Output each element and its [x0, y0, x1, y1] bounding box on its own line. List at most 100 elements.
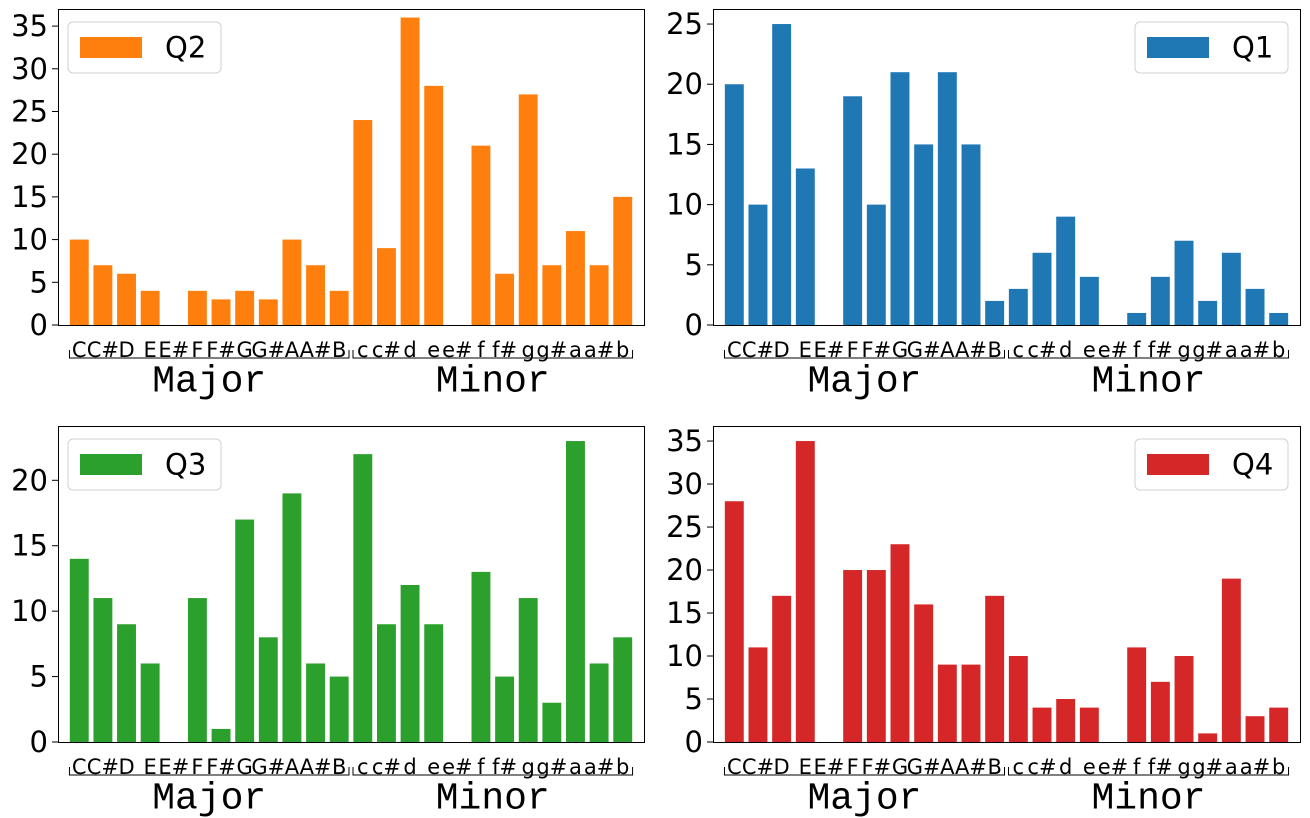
bar-D: [772, 24, 792, 326]
bar-f: [1127, 312, 1147, 325]
bar-a#: [1245, 288, 1265, 325]
y-tick-label: 15: [666, 127, 703, 161]
bar-G: [235, 290, 255, 325]
x-tick-label: c: [1013, 755, 1025, 779]
group-label-minor: Minor: [436, 778, 550, 818]
bar-g: [518, 598, 538, 742]
y-tick-label: 5: [30, 660, 48, 694]
x-tick-label: c: [357, 338, 369, 362]
x-tick-label: c: [357, 755, 369, 779]
x-tick-label: F: [847, 338, 859, 362]
bar-E: [140, 290, 160, 325]
bar-e: [1079, 707, 1099, 742]
bar-c#: [1032, 252, 1052, 325]
group-label-minor: Minor: [1092, 361, 1206, 404]
group-label-major: Major: [152, 778, 266, 818]
legend-label: Q4: [1232, 448, 1273, 482]
x-tick-label: C: [72, 338, 87, 362]
y-tick-label: 15: [666, 596, 703, 630]
bar-C: [724, 84, 744, 325]
bar-F: [187, 598, 207, 742]
x-tick-label: E: [799, 755, 812, 779]
legend-label: Q2: [165, 31, 206, 65]
x-tick-label: C: [727, 338, 742, 362]
x-tick-label: b: [616, 755, 629, 779]
bar-g#: [1198, 300, 1218, 325]
group-bracket: [68, 767, 350, 776]
group-label-major: Major: [807, 778, 921, 818]
x-tick-label: g: [522, 755, 535, 779]
legend: Q1: [1134, 21, 1289, 74]
x-tick-label: f: [1133, 755, 1141, 779]
bar-g: [1174, 656, 1194, 742]
x-tick-label: f: [1133, 338, 1141, 362]
x-tick-label: A: [940, 755, 955, 779]
bar-c: [353, 454, 373, 742]
bar-a: [566, 231, 585, 325]
y-tick-label: 20: [666, 553, 703, 587]
x-tick-label: a: [569, 338, 582, 362]
x-tick-label: E: [144, 755, 157, 779]
bar-f: [471, 145, 491, 325]
bar-A#: [961, 144, 981, 325]
bar-b: [1269, 312, 1289, 325]
x-tick-label: f: [477, 338, 485, 362]
legend-swatch: [80, 37, 142, 58]
bar-d: [1056, 216, 1076, 325]
bar-A: [937, 72, 957, 325]
y-tick-label: 5: [30, 265, 48, 299]
legend-label: Q1: [1232, 31, 1273, 65]
legend: Q3: [67, 438, 222, 491]
group-bracket: [1008, 350, 1290, 359]
bar-d: [400, 17, 420, 326]
x-tick-label: f: [477, 755, 485, 779]
y-tick-label: 30: [11, 52, 48, 86]
y-tick-label: 25: [11, 94, 48, 128]
x-tick-label: g: [1177, 755, 1190, 779]
y-tick-label: 15: [11, 180, 48, 214]
x-tick-label: C: [727, 755, 742, 779]
group-label-minor: Minor: [1092, 778, 1206, 818]
plot-frame: [58, 426, 645, 743]
x-tick-label: F: [191, 755, 203, 779]
bar-a: [1221, 578, 1241, 742]
bar-C: [69, 239, 89, 325]
bar-F#: [211, 728, 231, 742]
y-tick-label: 0: [30, 725, 48, 759]
bar-c: [1008, 656, 1028, 742]
y-tick-label: 0: [30, 308, 48, 342]
x-tick-label: d: [1059, 338, 1072, 362]
bar-e: [424, 85, 444, 325]
bar-B: [329, 676, 349, 742]
bar-c#: [376, 248, 396, 325]
bar-f#: [495, 273, 515, 325]
bar-f#: [1150, 276, 1170, 325]
bar-c#: [1032, 707, 1052, 742]
x-tick-label: d: [403, 755, 416, 779]
bar-F: [843, 96, 863, 326]
legend-box: [1134, 438, 1289, 491]
bar-A#: [306, 663, 326, 742]
x-tick-label: b: [616, 338, 629, 362]
bar-e: [1079, 276, 1099, 325]
legend-swatch: [1147, 454, 1209, 475]
x-tick-label: D: [774, 338, 790, 362]
bar-A: [282, 493, 302, 742]
x-tick-label: e: [427, 755, 440, 779]
x-tick-label: b: [1272, 338, 1285, 362]
bar-g#: [1198, 733, 1218, 742]
legend: Q4: [1134, 438, 1289, 491]
legend-swatch: [1147, 37, 1209, 58]
group-bracket: [68, 350, 350, 359]
group-bracket: [352, 767, 634, 776]
y-tick-label: 20: [666, 67, 703, 101]
bar-E: [795, 168, 815, 325]
bar-B: [985, 300, 1005, 325]
bar-a#: [1245, 716, 1265, 742]
bar-F: [187, 290, 207, 325]
y-tick-label: 25: [666, 7, 703, 41]
bar-b: [613, 637, 633, 742]
